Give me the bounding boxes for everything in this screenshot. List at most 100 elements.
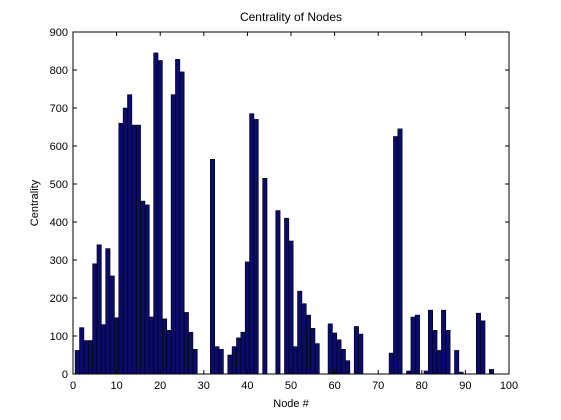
y-tick-label: 300 <box>50 255 68 267</box>
bar-node-37 <box>231 346 237 375</box>
bar-node-10 <box>114 317 120 375</box>
bar-node-7 <box>101 324 106 375</box>
bar-node-78 <box>410 316 416 375</box>
bars-group <box>74 52 495 375</box>
bar-node-56 <box>314 343 320 375</box>
x-tick-label: 40 <box>241 380 253 392</box>
bar-node-61 <box>336 339 342 375</box>
bar-node-62 <box>340 348 346 375</box>
bar-node-36 <box>227 354 233 375</box>
bar-node-33 <box>214 346 220 375</box>
bar-node-1 <box>74 350 80 375</box>
bar-node-81 <box>423 370 429 375</box>
bar-node-16 <box>140 200 146 375</box>
bar-node-59 <box>327 323 333 375</box>
bar-node-63 <box>345 360 351 375</box>
bar-node-44 <box>262 178 268 375</box>
x-tick-label: 20 <box>154 380 166 392</box>
y-tick-label: 500 <box>50 179 68 191</box>
y-axis-ticks: 0 100 200 300 400 500 600 700 800 900 <box>50 27 509 381</box>
bar-node-32 <box>210 159 215 375</box>
x-tick-label: 10 <box>110 380 122 392</box>
bar-node-25 <box>179 71 185 375</box>
bar-node-65 <box>353 326 359 375</box>
x-axis-label: Node # <box>273 398 309 410</box>
bar-node-17 <box>144 204 150 375</box>
bar-node-53 <box>301 303 307 375</box>
bar-node-73 <box>388 352 394 375</box>
bar-node-96 <box>489 369 495 375</box>
y-tick-label: 100 <box>50 331 68 343</box>
bar-node-82 <box>428 309 433 375</box>
bar-node-22 <box>166 329 172 375</box>
bar-node-88 <box>454 350 460 375</box>
bar-node-5 <box>92 263 98 375</box>
y-tick-label: 800 <box>50 65 68 77</box>
bar-node-23 <box>170 94 176 375</box>
bar-node-24 <box>175 59 181 375</box>
bar-node-42 <box>253 119 259 375</box>
x-tick-label: 80 <box>416 380 428 392</box>
bar-node-55 <box>310 328 316 375</box>
bar-node-11 <box>118 122 124 375</box>
bar-node-2 <box>79 327 85 375</box>
bar-node-18 <box>149 316 154 375</box>
bar-node-39 <box>240 331 246 375</box>
bar-node-60 <box>332 332 338 375</box>
bar-node-41 <box>249 113 255 375</box>
bar-node-6 <box>96 244 102 375</box>
bar-node-14 <box>131 124 137 375</box>
y-tick-label: 600 <box>50 141 68 153</box>
x-tick-label: 0 <box>70 380 76 392</box>
x-tick-label: 70 <box>372 380 384 392</box>
x-tick-label: 60 <box>328 380 340 392</box>
y-axis-label: Centrality <box>29 179 41 226</box>
bar-node-54 <box>305 314 311 375</box>
bar-node-74 <box>393 136 399 375</box>
bar-node-93 <box>475 312 481 375</box>
bar-node-19 <box>153 52 159 375</box>
bar-node-86 <box>445 329 451 375</box>
x-tick-label: 30 <box>198 380 210 392</box>
bar-node-85 <box>441 309 447 375</box>
bar-node-83 <box>432 329 438 375</box>
bar-node-47 <box>275 210 281 375</box>
bar-node-27 <box>188 331 194 375</box>
bar-node-79 <box>414 314 420 375</box>
y-tick-label: 0 <box>62 369 68 381</box>
bar-node-89 <box>458 371 464 375</box>
bar-node-13 <box>127 94 133 375</box>
bar-node-15 <box>135 124 141 375</box>
bar-node-28 <box>192 348 198 375</box>
bar-node-66 <box>358 333 364 375</box>
bar-node-77 <box>406 370 412 375</box>
bar-node-52 <box>297 290 303 375</box>
bar-node-84 <box>436 350 442 375</box>
bar-node-38 <box>236 337 242 375</box>
y-tick-label: 700 <box>50 103 68 115</box>
bar-node-3 <box>83 340 89 375</box>
bar-node-94 <box>480 320 486 375</box>
bar-node-34 <box>218 348 224 375</box>
x-tick-label: 90 <box>459 380 471 392</box>
bar-node-4 <box>87 340 93 375</box>
x-tick-label: 100 <box>500 380 518 392</box>
bar-node-40 <box>244 261 250 375</box>
bar-node-8 <box>105 248 111 375</box>
bar-node-21 <box>162 318 168 375</box>
bar-node-9 <box>109 275 115 375</box>
y-tick-label: 400 <box>50 217 68 229</box>
bar-node-26 <box>183 312 189 375</box>
bar-node-75 <box>397 128 403 375</box>
x-tick-label: 50 <box>285 380 297 392</box>
y-tick-label: 200 <box>50 293 68 305</box>
chart-title: Centrality of Nodes <box>240 10 342 24</box>
y-tick-label: 900 <box>50 27 68 39</box>
x-axis-ticks: 0 10 20 30 40 50 60 70 80 90 100 <box>70 32 518 392</box>
bar-node-50 <box>288 240 294 375</box>
bar-node-51 <box>292 346 298 375</box>
bar-node-12 <box>122 107 128 375</box>
bar-node-20 <box>157 60 163 375</box>
bar-node-49 <box>284 217 290 375</box>
